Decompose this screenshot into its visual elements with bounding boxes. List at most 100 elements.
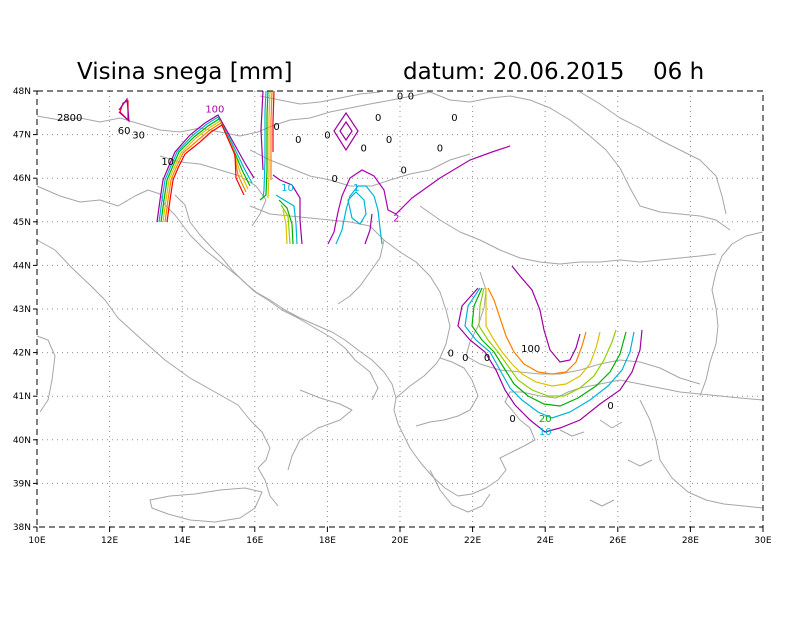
coast-black-sea — [699, 231, 764, 397]
x-tick-label: 22E — [464, 536, 481, 546]
coast-italy-tyrrhenian — [36, 239, 271, 469]
x-tick-label: 24E — [537, 536, 554, 546]
contour-label: 0 — [295, 135, 301, 146]
map-hour: 06 h — [653, 59, 704, 85]
contour-label: 0 — [451, 113, 457, 124]
contour-label: 0 — [400, 165, 406, 176]
contour-label: 0 — [484, 353, 490, 364]
contour-label: 0 — [375, 113, 381, 124]
contour-label: 0 — [462, 353, 468, 364]
contour-diamond-outer — [333, 111, 359, 152]
contour-croatia-60 — [282, 209, 288, 245]
border-slovenia-croatia — [159, 155, 267, 227]
coast-turkey — [579, 379, 764, 509]
contour-alps-small-loop-outer — [118, 97, 130, 123]
y-tick-label: 38N — [13, 523, 31, 533]
x-tick-label: 18E — [319, 536, 336, 546]
contour-label: 0 — [448, 349, 454, 360]
y-tick-label: 40N — [13, 436, 31, 446]
coast-sicily — [149, 487, 263, 523]
x-tick-label: 10E — [28, 536, 45, 546]
coast-sardinia — [36, 335, 56, 413]
border-slovakia — [259, 91, 381, 105]
contour-diamond-inner — [339, 120, 353, 142]
contour-balkan-30 — [478, 287, 617, 397]
contour-slovenia-10 — [158, 116, 253, 223]
coast-greece — [409, 387, 581, 497]
x-tick-label: 26E — [609, 536, 626, 546]
contour-label: 0 — [607, 401, 613, 412]
border-danube — [419, 205, 717, 265]
contour-16e-60 — [267, 90, 271, 199]
contour-serbia-2 — [327, 145, 511, 245]
contour-croatia-20 — [278, 199, 294, 245]
contour-label: 20 — [539, 414, 552, 425]
grid-lines — [37, 91, 763, 527]
y-tick-label: 48N — [13, 87, 31, 97]
coast-aegean-islands — [559, 419, 653, 507]
contour-label: 1 — [353, 183, 359, 194]
contour-balkan-20 — [471, 287, 627, 407]
contour-16e-100 — [272, 90, 275, 152]
snow-contours — [118, 90, 643, 433]
contour-label: 30 — [132, 131, 145, 142]
contour-label: 0 — [408, 91, 414, 102]
contour-croatia-10 — [275, 194, 298, 245]
coast-italy-south — [257, 389, 353, 507]
y-tick-label: 39N — [13, 479, 31, 489]
coast-peloponnese — [429, 469, 491, 513]
contour-slovenia-0 — [156, 114, 255, 223]
border-austria-hungary — [271, 91, 431, 127]
contour-16e-10 — [262, 90, 267, 199]
border-macedonia-albania — [395, 357, 479, 427]
contour-label: 2 — [393, 213, 399, 224]
x-axis-ticks: 10E 12E 14E 16E 18E 20E 22E 24E 26E 28E 30E — [28, 527, 772, 546]
contour-16e-0 — [260, 90, 264, 171]
contour-slovenia-100 — [166, 124, 245, 223]
contour-label: 10 — [161, 157, 174, 168]
contour-croatia-30 — [280, 204, 291, 245]
y-tick-label: 43N — [13, 305, 31, 315]
border-moldova-ukraine — [579, 91, 727, 215]
x-tick-label: 28E — [682, 536, 699, 546]
border-romania — [429, 91, 731, 231]
x-tick-label: 20E — [391, 536, 408, 546]
contour-balkan-80 — [487, 287, 587, 375]
border-serbia — [383, 239, 451, 359]
contour-balkan-100 — [511, 265, 581, 363]
coast-balkan-adriatic — [174, 194, 411, 449]
contour-balkan-60 — [485, 288, 601, 387]
contour-serbia-1 — [335, 185, 383, 245]
map-date: datum: 20.06.2015 — [403, 59, 624, 85]
x-tick-label: 12E — [101, 536, 118, 546]
contour-label: 0 — [324, 131, 330, 142]
y-tick-label: 42N — [13, 349, 31, 359]
contour-label: 2800 — [57, 113, 82, 124]
map-title: Visina snega [mm] — [77, 59, 292, 85]
contour-16e-20 — [259, 90, 269, 201]
contour-label: 60 — [118, 126, 131, 137]
contour-16e-80 — [270, 90, 273, 180]
contour-serbia-2b — [364, 213, 373, 245]
coastlines — [36, 91, 764, 523]
contour-label: 0 — [273, 122, 279, 133]
y-tick-label: 46N — [13, 174, 31, 184]
contour-label: 0 — [509, 414, 515, 425]
y-tick-label: 45N — [13, 218, 31, 228]
x-tick-label: 14E — [174, 536, 191, 546]
y-tick-label: 41N — [13, 392, 31, 402]
x-tick-label: 30E — [754, 536, 771, 546]
border-alps — [36, 115, 273, 137]
contour-label: 100 — [521, 344, 540, 355]
plot-frame — [36, 90, 764, 528]
contour-label: 0 — [361, 144, 367, 155]
contour-label: 0 — [331, 174, 337, 185]
contour-label: 100 — [205, 104, 224, 115]
y-axis-ticks: 38N 39N 40N 41N 42N 43N 44N 45N 46N 47N 48N — [13, 87, 37, 533]
coast-italy-adriatic — [36, 185, 379, 401]
contour-label: 10 — [539, 427, 552, 438]
contour-serbia-inner — [347, 191, 367, 225]
y-tick-label: 47N — [13, 131, 31, 141]
